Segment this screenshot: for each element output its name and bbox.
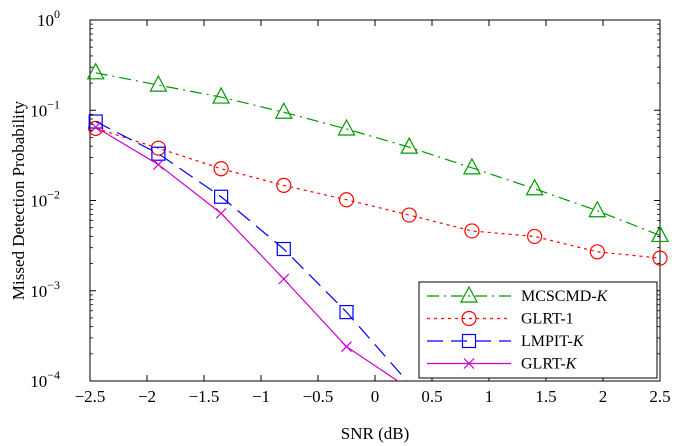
x-tick-label: 1.5 bbox=[535, 387, 556, 406]
x-tick-label: 1 bbox=[485, 387, 494, 406]
legend-marker bbox=[461, 333, 477, 349]
y-tick-label: 10−4 bbox=[30, 368, 60, 391]
data-point bbox=[341, 341, 352, 353]
data-point bbox=[338, 192, 355, 208]
data-point bbox=[213, 161, 229, 177]
data-point bbox=[212, 86, 231, 104]
x-tick-label: −2.5 bbox=[75, 387, 106, 406]
x-tick-label: 2 bbox=[599, 387, 608, 406]
data-point bbox=[526, 228, 543, 245]
data-point bbox=[589, 244, 605, 260]
data-point bbox=[400, 136, 419, 154]
series-line bbox=[95, 72, 660, 237]
data-point bbox=[152, 159, 164, 171]
data-point bbox=[214, 189, 229, 204]
data-point bbox=[151, 146, 166, 161]
legend-marker bbox=[463, 358, 475, 369]
y-tick-label: 10−3 bbox=[30, 278, 60, 301]
data-point bbox=[462, 157, 481, 175]
data-point bbox=[464, 223, 480, 239]
legend-marker bbox=[461, 310, 477, 327]
x-tick-label: −2 bbox=[138, 387, 156, 406]
data-point bbox=[274, 101, 293, 119]
data-point bbox=[86, 62, 105, 80]
x-tick-label: −1 bbox=[252, 387, 270, 406]
series-1 bbox=[86, 62, 669, 243]
x-tick-label: 2.5 bbox=[649, 387, 670, 406]
data-point bbox=[651, 225, 669, 243]
legend-label: MCSCMD-K bbox=[521, 288, 609, 305]
series-line bbox=[95, 127, 660, 259]
data-point bbox=[525, 178, 544, 196]
data-point bbox=[339, 305, 354, 320]
legend: MCSCMD-K GLRT-1 LMPIT-K GLRT-K bbox=[418, 281, 658, 379]
x-tick-label: −0.5 bbox=[303, 387, 334, 406]
series-4 bbox=[90, 121, 399, 381]
legend-marker bbox=[460, 285, 478, 303]
legend-box bbox=[418, 281, 658, 379]
y-axis-label: Missed Detection Probability bbox=[9, 100, 28, 300]
data-point bbox=[652, 250, 668, 266]
y-tick-label: 10−2 bbox=[30, 188, 60, 211]
legend-entry: GLRT-1 bbox=[427, 311, 574, 328]
x-tick-label: 0 bbox=[371, 387, 380, 406]
data-point bbox=[401, 207, 417, 223]
legend-entry: LMPIT-K bbox=[427, 333, 585, 350]
legend-entry: GLRT-K bbox=[427, 356, 578, 373]
y-tick-label: 100 bbox=[37, 7, 60, 30]
legend-label: GLRT-1 bbox=[521, 311, 574, 328]
legend-label: LMPIT-K bbox=[521, 333, 585, 350]
legend-label: GLRT-K bbox=[521, 356, 578, 373]
legend-entry: MCSCMD-K bbox=[427, 285, 609, 305]
series-line bbox=[95, 120, 408, 381]
series-2 bbox=[88, 120, 668, 266]
data-point bbox=[276, 177, 292, 193]
data-point bbox=[88, 114, 103, 129]
data-point bbox=[278, 273, 290, 285]
x-tick-label: −1.5 bbox=[189, 387, 220, 406]
data-point bbox=[215, 207, 227, 219]
data-point bbox=[588, 200, 607, 218]
series-line bbox=[95, 126, 399, 381]
axis-ticks: −2.5 −2 −1.5 −1 −0.5 0 0.5 1 1.5 2 2.5 100 10−1 10−2 1… bbox=[30, 7, 670, 406]
data-point bbox=[337, 118, 356, 136]
x-axis-label: SNR (dB) bbox=[341, 424, 409, 443]
series-3 bbox=[88, 114, 408, 381]
data-point bbox=[149, 74, 168, 92]
x-tick-label: 0.5 bbox=[421, 387, 442, 406]
y-tick-label: 10−1 bbox=[30, 97, 60, 120]
data-point bbox=[276, 241, 291, 257]
